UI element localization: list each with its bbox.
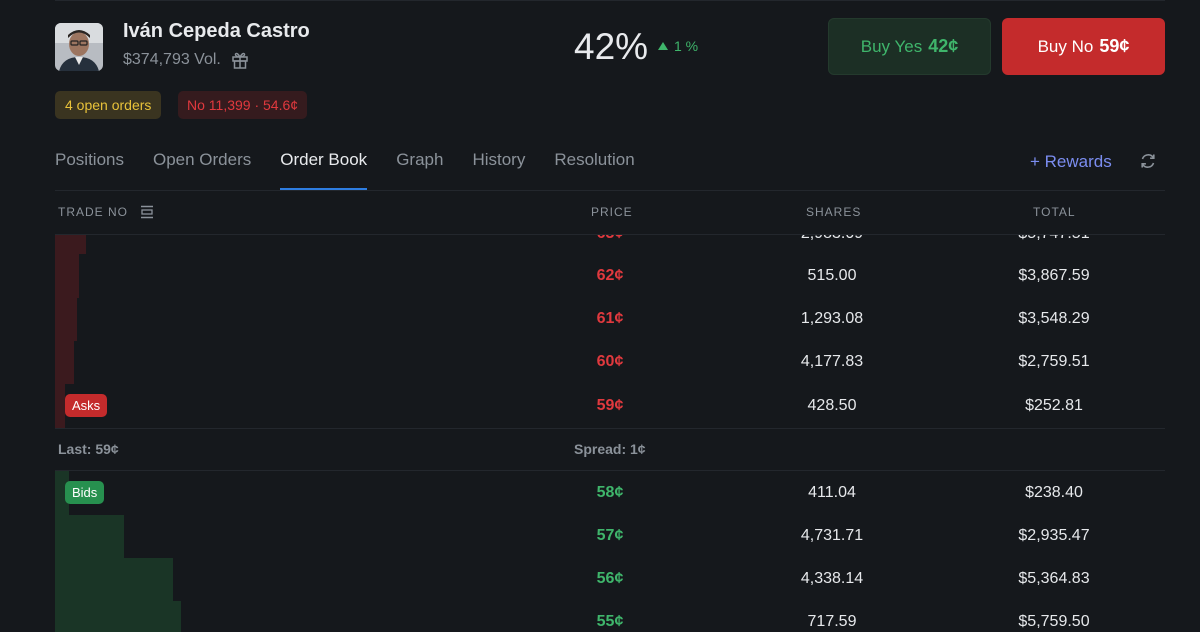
buy-no-label: Buy No [1037, 36, 1094, 56]
ask-total: $2,759.51 [1018, 353, 1090, 370]
refresh-icon[interactable] [1138, 151, 1158, 171]
change-value: 1 % [674, 38, 699, 54]
ask-shares: 515.00 [807, 267, 857, 284]
ask-price[interactable]: 62¢ [596, 267, 624, 284]
ask-shares: 428.50 [807, 397, 857, 414]
ask-depth-bar [55, 254, 79, 298]
ask-total: $252.81 [1025, 397, 1083, 414]
gift-icon[interactable] [231, 51, 249, 69]
spread-divider-bottom [55, 470, 1165, 471]
ask-price[interactable]: 60¢ [596, 353, 624, 370]
volume-text: $374,793 Vol. [123, 51, 221, 68]
spread: Spread: 1¢ [574, 441, 646, 457]
trade-no-header-overlay: TRADE NO [58, 205, 154, 219]
buy-no-price: 59¢ [1099, 36, 1130, 56]
tab-order-book[interactable]: Order Book [280, 150, 367, 190]
center-align-icon[interactable] [140, 205, 154, 219]
probability-change: 1 % [658, 38, 698, 54]
market-title: Iván Cepeda Castro [123, 20, 310, 42]
ask-total: $3,867.59 [1018, 267, 1090, 284]
tab-resolution[interactable]: Resolution [554, 150, 635, 169]
tab-divider-overlay [55, 190, 1165, 191]
bid-shares: 4,338.14 [800, 570, 864, 587]
bids-label: Bids [65, 481, 105, 504]
ask-total: $3,548.29 [1018, 310, 1090, 327]
price-header-overlay: PRICE [591, 205, 633, 219]
total-header-overlay: TOTAL [1033, 205, 1076, 219]
top-divider [55, 0, 1165, 1]
volume-row: $374,793 Vol. [123, 51, 249, 69]
bid-price[interactable]: 58¢ [596, 484, 624, 501]
bid-depth-bar [55, 515, 124, 558]
bid-depth-bar [55, 601, 181, 632]
bid-price[interactable]: 57¢ [596, 527, 624, 544]
header-divider-overlay [55, 234, 1165, 235]
ask-price[interactable]: 61¢ [596, 310, 624, 327]
shares-header-overlay: SHARES [806, 205, 862, 219]
tab-positions[interactable]: Positions [55, 150, 124, 169]
position-badge[interactable]: No 11,399 · 54.6¢ [178, 91, 308, 119]
tab-graph[interactable]: Graph [396, 150, 444, 169]
bid-price[interactable]: 56¢ [596, 570, 624, 587]
ask-depth-bar [55, 235, 86, 254]
up-triangle-icon [658, 42, 668, 50]
bid-total: $2,935.47 [1018, 527, 1090, 544]
buy-yes-label: Buy Yes [860, 36, 923, 56]
bid-price[interactable]: 55¢ [596, 613, 624, 630]
last-price: Last: 59¢ [58, 441, 119, 457]
bid-total: $5,364.83 [1018, 570, 1090, 587]
spread-divider-top [55, 428, 1165, 429]
bid-depth-bar [55, 558, 173, 601]
bid-shares: 717.59 [807, 613, 857, 630]
probability: 42% [574, 26, 649, 67]
tab-history[interactable]: History [472, 150, 526, 169]
bid-total: $5,759.50 [1018, 613, 1090, 630]
tab-open-orders[interactable]: Open Orders [152, 150, 252, 169]
bid-shares: 4,731.71 [800, 527, 864, 544]
ask-shares: 4,177.83 [800, 353, 864, 370]
ask-depth-bar [55, 298, 77, 341]
buy-yes-price: 42¢ [928, 36, 959, 56]
bid-total: $238.40 [1025, 484, 1083, 501]
buy-yes-button[interactable]: Buy Yes 42¢ [828, 18, 991, 75]
asks-label: Asks [65, 394, 108, 417]
avatar [55, 23, 103, 71]
trade-no-label: TRADE NO [58, 205, 129, 219]
ask-depth-bar [55, 384, 65, 428]
buy-no-button[interactable]: Buy No 59¢ [1002, 18, 1165, 75]
table-header-background [55, 190, 1165, 234]
rewards-button[interactable]: + Rewards [1030, 152, 1112, 171]
ask-price[interactable]: 59¢ [596, 397, 624, 414]
open-orders-badge[interactable]: 4 open orders [55, 91, 162, 119]
tab-bar: Positions Open Orders Order Book Graph H… [55, 150, 635, 190]
ask-shares: 1,293.08 [800, 310, 864, 327]
bid-shares: 411.04 [808, 484, 856, 501]
ask-depth-bar [55, 341, 74, 384]
